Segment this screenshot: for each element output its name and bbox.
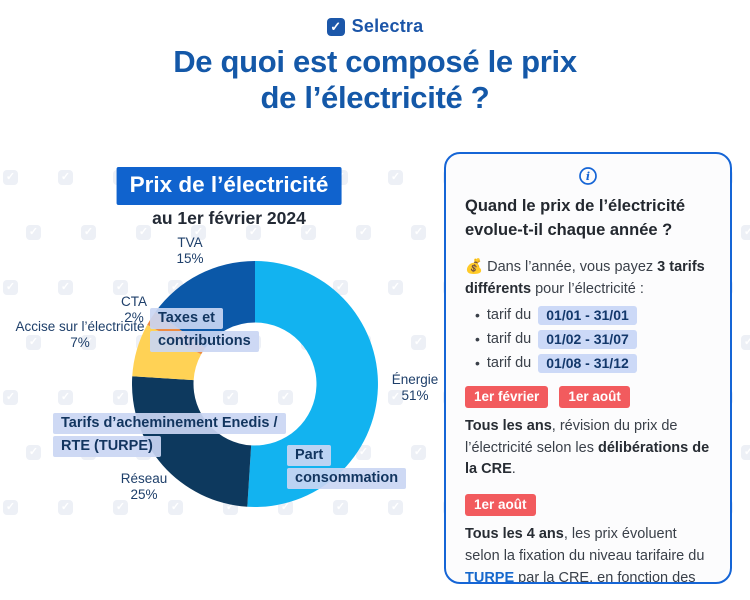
tariff-prefix: tarif du <box>486 331 532 348</box>
turpe-link[interactable]: TURPE <box>465 569 515 584</box>
check-icon: ✓ <box>326 17 345 36</box>
watermark-check-icon: ✓ <box>741 445 750 460</box>
segment-pct: 51% <box>401 387 429 403</box>
watermark-check-icon: ✓ <box>333 500 348 515</box>
watermark-check-icon: ✓ <box>26 335 41 350</box>
watermark-check-icon: ✓ <box>301 225 316 240</box>
segment-pct: 7% <box>70 334 90 350</box>
brand-logo: ✓ Selectra <box>0 16 750 37</box>
segment-name: Énergie <box>391 372 439 387</box>
watermark-check-icon: ✓ <box>58 500 73 515</box>
annotation-line: consommation <box>287 468 407 489</box>
annual-revision-paragraph: Tous les ans, révision du prix de l’élec… <box>465 417 710 478</box>
donut-segment-Réseau <box>132 376 252 507</box>
watermark-check-icon: ✓ <box>388 170 403 185</box>
watermark-check-icon: ✓ <box>81 335 96 350</box>
watermark-check-icon: ✓ <box>58 280 73 295</box>
watermark-check-icon: ✓ <box>191 225 206 240</box>
watermark-check-icon: ✓ <box>26 225 41 240</box>
card-heading: Quand le prix de l’électricité evolue-t-… <box>465 197 686 239</box>
watermark-check-icon: ✓ <box>3 280 18 295</box>
segment-name: TVA <box>177 235 203 250</box>
watermark-check-icon: ✓ <box>58 170 73 185</box>
watermark-check-icon: ✓ <box>113 390 128 405</box>
watermark-check-icon: ✓ <box>356 445 371 460</box>
tariff-range-chip: 01/02 - 31/07 <box>538 329 637 349</box>
watermark-check-icon: ✓ <box>246 225 261 240</box>
segment-pct: 15% <box>176 250 204 266</box>
page-title: De quoi est composé le prix de l’électri… <box>173 44 577 115</box>
badge-1er-aout: 1er août <box>559 385 630 408</box>
watermark-check-icon: ✓ <box>113 500 128 515</box>
watermark-check-icon: ✓ <box>388 500 403 515</box>
donut-segment-Accise sur l’électricité <box>132 324 202 381</box>
watermark-check-icon: ✓ <box>81 225 96 240</box>
event-badges-row: 1er février 1er août <box>465 385 711 408</box>
turpe-paragraph: Tous les 4 ans, les prix évoluent selon … <box>465 526 705 584</box>
watermark-check-icon: ✓ <box>411 335 426 350</box>
intro-text: Dans l’année, vous payez 3 tarifs différ… <box>465 259 705 298</box>
watermark-check-icon: ✓ <box>411 225 426 240</box>
tariff-range-chip: 01/01 - 31/01 <box>538 305 637 325</box>
watermark-check-icon: ✓ <box>388 280 403 295</box>
annotation-line: RTE (TURPE) <box>53 436 161 457</box>
annotation-line: Tarifs d’acheminement Enedis / <box>53 413 286 434</box>
watermark-check-icon: ✓ <box>388 390 403 405</box>
watermark-check-icon: ✓ <box>411 445 426 460</box>
watermark-check-icon: ✓ <box>26 445 41 460</box>
segment-label-reseau: Réseau 25% <box>104 471 184 502</box>
tariff-item: • tarif du 01/02 - 31/07 <box>465 329 711 349</box>
event-badge-row-2: 1er août <box>465 494 711 517</box>
annotation-taxes-contributions: Taxes et contributions <box>150 308 259 354</box>
watermark-check-icon: ✓ <box>3 500 18 515</box>
bullet-dot: • <box>475 331 480 348</box>
watermark-check-icon: ✓ <box>333 280 348 295</box>
watermark-check-icon: ✓ <box>741 335 750 350</box>
watermark-check-icon: ✓ <box>356 225 371 240</box>
segment-name: Accise sur l’électricité <box>15 319 145 334</box>
badge-1er-aout: 1er août <box>465 494 536 517</box>
segment-label-energie: Énergie 51% <box>373 372 457 403</box>
chart-subtitle: au 1er février 2024 <box>152 208 306 228</box>
watermark-check-icon: ✓ <box>113 280 128 295</box>
watermark-check-icon: ✓ <box>168 500 183 515</box>
brand-name: Selectra <box>351 16 424 36</box>
segment-label-tva: TVA 15% <box>158 235 222 266</box>
chart-title-badge: Prix de l’électricité <box>116 167 342 205</box>
bullet-dot: • <box>475 307 480 324</box>
segment-label-accise: Accise sur l’électricité 7% <box>0 319 160 350</box>
annotation-line: Part <box>287 445 332 466</box>
tariff-prefix: tarif du <box>486 355 532 372</box>
watermark-check-icon: ✓ <box>58 390 73 405</box>
segment-label-cta: CTA 2% <box>104 294 164 325</box>
segment-name: Réseau <box>120 471 168 486</box>
svg-text:i: i <box>586 170 590 183</box>
segment-name: CTA <box>121 294 147 309</box>
card-intro: 💰 Dans l’année, vous payez 3 tarifs diff… <box>465 257 711 301</box>
segment-pct: 25% <box>130 486 158 502</box>
money-bag-icon: 💰 <box>465 259 484 276</box>
tariff-list: • tarif du 01/01 - 31/01 • tarif du 01/0… <box>465 305 711 373</box>
watermark-check-icon: ✓ <box>741 225 750 240</box>
annotation-part-consommation: Part consommation <box>287 445 407 491</box>
badge-1er-fevrier: 1er février <box>465 385 549 408</box>
watermark-check-icon: ✓ <box>3 390 18 405</box>
tariff-item: • tarif du 01/08 - 31/12 <box>465 353 711 373</box>
annotation-line: Taxes et <box>150 308 223 329</box>
segment-pct: 2% <box>124 309 144 325</box>
watermark-check-icon: ✓ <box>223 390 238 405</box>
tariff-item: • tarif du 01/01 - 31/01 <box>465 305 711 325</box>
annotation-tarifs-acheminement: Tarifs d’acheminement Enedis / RTE (TURP… <box>53 413 286 459</box>
tariff-prefix: tarif du <box>486 307 532 324</box>
watermark-check-icon: ✓ <box>278 390 293 405</box>
annotation-line: contributions <box>150 331 259 352</box>
watermark-check-icon: ✓ <box>136 225 151 240</box>
info-icon: i <box>465 166 711 191</box>
bullet-dot: • <box>475 355 480 372</box>
tariff-range-chip: 01/08 - 31/12 <box>538 353 637 373</box>
watermark-check-icon: ✓ <box>3 170 18 185</box>
donut-segment-Énergie <box>247 261 378 507</box>
info-card: i Quand le prix de l’électricité evolue-… <box>444 152 732 584</box>
